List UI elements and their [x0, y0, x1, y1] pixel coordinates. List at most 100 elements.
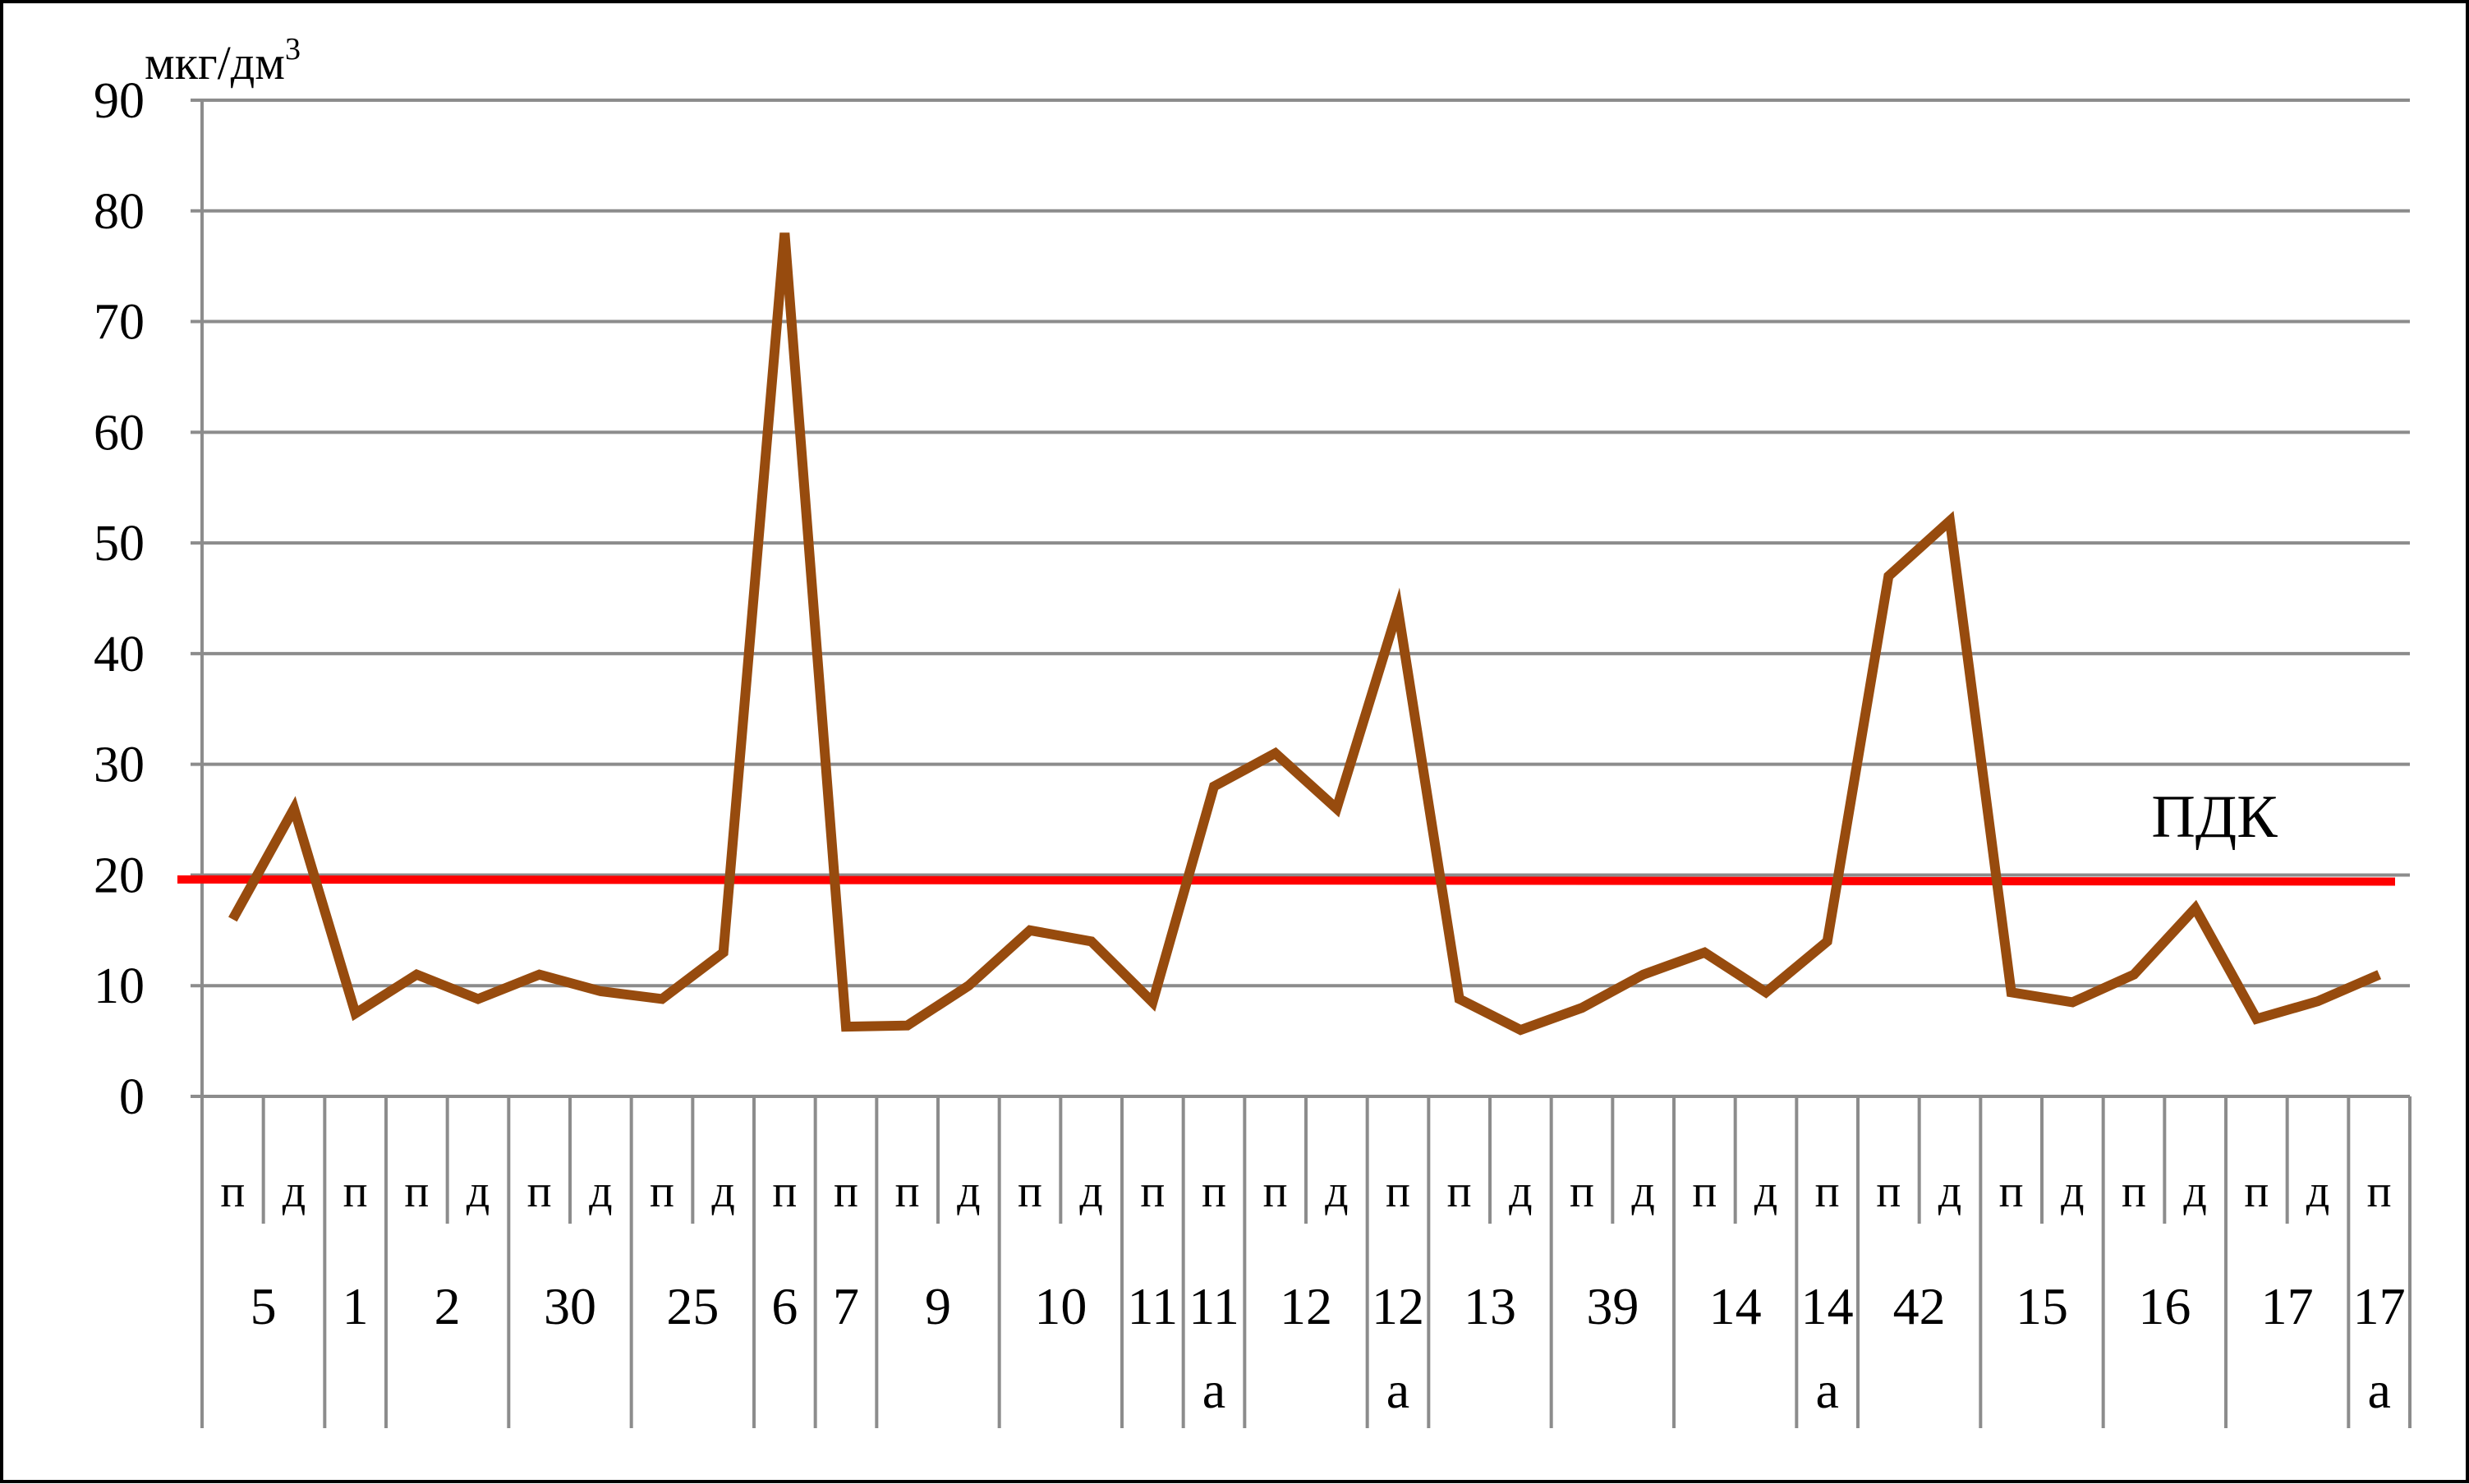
x-group-label: 2 — [434, 1277, 461, 1335]
reference-line-layer: ПДК — [177, 783, 2396, 886]
x-sublabel: д — [1079, 1166, 1103, 1217]
x-group-label: 12 — [1372, 1277, 1424, 1335]
x-sublabel: п — [1263, 1166, 1288, 1217]
x-sublabel: п — [404, 1166, 429, 1217]
data-point — [784, 232, 785, 234]
x-sublabel: д — [957, 1166, 981, 1217]
x-sublabel: д — [711, 1166, 735, 1217]
grid-layer — [191, 99, 2410, 1098]
y-tick-label-30: 30 — [94, 737, 145, 793]
x-sublabel: д — [1509, 1166, 1533, 1217]
x-group-label: 30 — [544, 1277, 596, 1335]
data-point — [1336, 808, 1337, 810]
data-point — [661, 998, 663, 999]
data-point — [2195, 907, 2196, 909]
data-point — [2379, 974, 2380, 976]
data-point — [2011, 991, 2012, 993]
y-tick-label-20: 20 — [94, 848, 145, 903]
y-tick-label-40: 40 — [94, 627, 145, 682]
series-line — [228, 232, 2382, 1036]
x-group-label: 25 — [666, 1277, 719, 1335]
data-point — [1520, 1029, 1521, 1031]
x-sublabel: п — [1692, 1166, 1717, 1217]
x-sublabel: п — [1447, 1166, 1472, 1217]
x-group-label-suffix: а — [1202, 1361, 1225, 1419]
y-axis-label: мкг/дм3 — [145, 32, 301, 90]
x-group-label: 11 — [1128, 1277, 1179, 1335]
x-group-label: 1 — [343, 1277, 369, 1335]
x-sublabel: п — [772, 1166, 797, 1217]
data-point — [2133, 974, 2135, 976]
y-tick-label-60: 60 — [94, 405, 145, 461]
x-sublabel: п — [1570, 1166, 1594, 1217]
data-point — [1765, 991, 1767, 993]
data-point — [1827, 940, 1828, 942]
x-sublabel: п — [834, 1166, 858, 1217]
x-sublabel: п — [1386, 1166, 1410, 1217]
data-point — [2071, 1001, 2073, 1003]
data-point — [845, 1026, 847, 1027]
y-tick-label-80: 80 — [94, 184, 145, 240]
x-group-label-suffix: а — [2367, 1361, 2390, 1419]
x-group-label: 15 — [2016, 1277, 2068, 1335]
x-group-label: 7 — [833, 1277, 859, 1335]
x-group-label-suffix: а — [1386, 1361, 1409, 1419]
x-sublabel: п — [1202, 1166, 1226, 1217]
data-point — [1397, 609, 1399, 610]
data-point — [1091, 940, 1092, 942]
y-tick-label-10: 10 — [94, 958, 145, 1014]
x-group-label: 17 — [2261, 1277, 2314, 1335]
x-group-label: 13 — [1464, 1277, 1516, 1335]
x-group-label: 39 — [1586, 1277, 1639, 1335]
y-tick-label-90: 90 — [94, 73, 145, 129]
x-group-label: 16 — [2138, 1277, 2191, 1335]
x-sublabel: п — [895, 1166, 920, 1217]
x-sublabel: п — [1018, 1166, 1042, 1217]
x-axis-table: п д п п д п д п д п п п д п д п п п д п п д п д п д п п д п д п д п д п5 1 2 3… — [200, 1095, 2412, 1428]
x-group-label: 5 — [251, 1277, 277, 1335]
pdk-reference-line — [177, 875, 2396, 886]
x-sublabel: п — [1815, 1166, 1840, 1217]
data-point — [1643, 974, 1644, 976]
x-sublabel: п — [1999, 1166, 2024, 1217]
y-tick-label-70: 70 — [94, 295, 145, 351]
x-group-label: 12 — [1280, 1277, 1332, 1335]
x-sublabel: п — [1140, 1166, 1165, 1217]
x-sublabel: п — [2244, 1166, 2269, 1217]
x-group-label: 10 — [1034, 1277, 1087, 1335]
data-point — [539, 974, 540, 976]
data-point — [907, 1025, 908, 1027]
x-sublabel: д — [1938, 1166, 1962, 1217]
data-point — [2255, 1018, 2257, 1020]
data-point — [600, 990, 601, 992]
y-tick-label-50: 50 — [94, 516, 145, 572]
y-axis-tick-labels: 0 10 20 30 40 50 60 70 80 90 — [94, 73, 145, 1125]
x-group-label: 14 — [1801, 1277, 1854, 1335]
data-point — [1213, 786, 1215, 788]
y-tick-label-0: 0 — [119, 1069, 145, 1125]
data-point — [1949, 520, 1951, 521]
x-sublabel: п — [650, 1166, 674, 1217]
data-point — [477, 998, 479, 999]
x-sublabel: п — [220, 1166, 245, 1217]
data-point — [1581, 1007, 1583, 1008]
data-point — [355, 1013, 356, 1014]
data-point — [232, 918, 233, 920]
x-group-label: 6 — [771, 1277, 798, 1335]
x-group-label: 9 — [925, 1277, 951, 1335]
x-sublabel: п — [2367, 1166, 2392, 1217]
x-sublabel: д — [1754, 1166, 1778, 1217]
data-point — [1275, 752, 1276, 754]
data-point — [2317, 1000, 2319, 1002]
x-sublabel: д — [467, 1166, 490, 1217]
x-sublabel: д — [2306, 1166, 2330, 1217]
x-sublabel: п — [343, 1166, 368, 1217]
x-group-label: 42 — [1893, 1277, 1946, 1335]
data-point — [1029, 930, 1031, 931]
x-group-label-suffix: а — [1815, 1361, 1838, 1419]
x-sublabel: д — [1325, 1166, 1349, 1217]
data-point — [293, 808, 295, 810]
x-sublabel: д — [1631, 1166, 1655, 1217]
